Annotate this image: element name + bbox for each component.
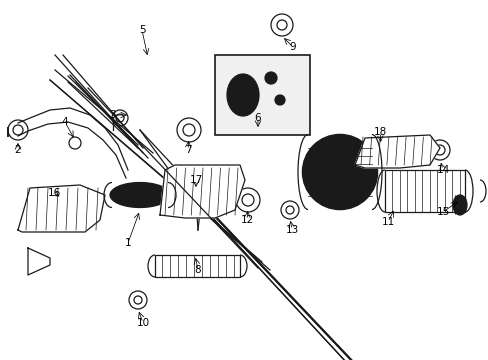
Bar (155, 255, 240, 277)
Text: 14: 14 (435, 165, 448, 175)
Text: 2: 2 (15, 145, 21, 155)
Polygon shape (18, 185, 105, 232)
Text: 1: 1 (124, 238, 131, 248)
Ellipse shape (302, 135, 377, 210)
Text: 10: 10 (136, 318, 149, 328)
Polygon shape (28, 248, 50, 275)
Text: 3: 3 (108, 110, 115, 120)
Text: 4: 4 (61, 117, 68, 127)
Text: 13: 13 (285, 225, 298, 235)
Polygon shape (160, 165, 244, 218)
Text: 8: 8 (194, 265, 201, 275)
Text: 17: 17 (189, 175, 202, 185)
Text: 15: 15 (435, 207, 448, 217)
Text: 5: 5 (139, 25, 145, 35)
Bar (384, 170, 464, 212)
Polygon shape (354, 135, 439, 168)
Text: 9: 9 (289, 42, 296, 52)
Circle shape (264, 72, 276, 84)
Ellipse shape (452, 195, 466, 215)
Circle shape (274, 95, 285, 105)
Ellipse shape (226, 74, 259, 116)
Text: 12: 12 (240, 215, 253, 225)
Text: 6: 6 (254, 113, 261, 123)
Text: 16: 16 (47, 188, 61, 198)
Bar (215, 55, 309, 135)
Ellipse shape (110, 183, 170, 207)
Text: 11: 11 (381, 217, 394, 227)
Text: 18: 18 (373, 127, 386, 137)
Text: 7: 7 (184, 145, 191, 155)
